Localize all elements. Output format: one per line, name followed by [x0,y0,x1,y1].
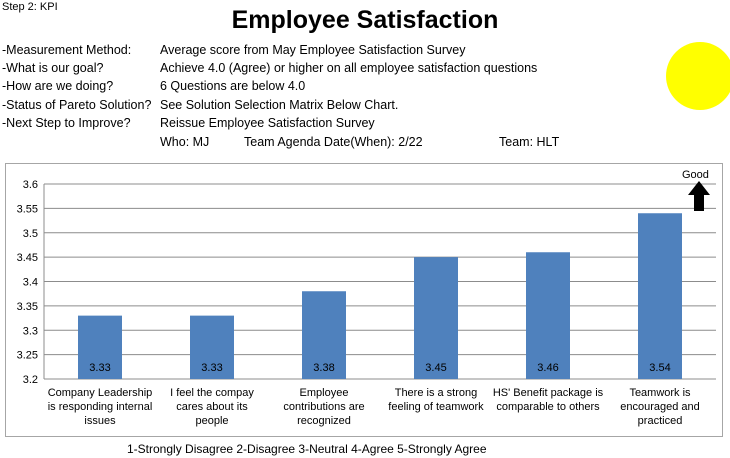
y-tick-label: 3.3 [23,325,38,337]
x-category-label: practiced [638,415,683,427]
x-category-label: Employee [300,387,349,399]
x-category-label: I feel the compay [170,387,254,399]
info-label: -Next Step to Improve? [2,116,131,130]
bar [190,315,234,379]
data-label: 3.38 [313,362,334,374]
bar [302,291,346,379]
info-value: 6 Questions are below 4.0 [160,79,306,93]
x-category-label: encouraged and [620,401,700,413]
scale-legend-note: 1-Strongly Disagree 2-Disagree 3-Neutral… [127,442,487,456]
y-tick-label: 3.4 [23,277,38,289]
page-title: Employee Satisfaction [231,6,499,34]
x-category-label: Company Leadership [48,387,153,399]
x-category-label: cares about its [176,401,248,413]
chart-area: 3.2 3.25 3.3 3.35 3.4 3.45 3.5 3.55 3.6 3.33 Compa… [5,163,723,437]
info-value: Achieve 4.0 (Agree) or higher on all emp… [160,61,538,75]
data-label: 3.33 [89,362,110,374]
y-tick-label: 3.2 [23,374,38,386]
status-indicator-dot [666,42,730,110]
x-category-label: comparable to others [496,401,600,413]
y-tick-label: 3.25 [17,350,38,362]
y-tick-label: 3.35 [17,301,38,313]
bar [414,257,458,379]
up-arrow-icon [688,181,710,211]
info-label: -How are we doing? [2,79,114,93]
step-label: Step 2: KPI [2,1,58,13]
info-value: See Solution Selection Matrix Below Char… [160,98,399,112]
x-category-label: contributions are [283,401,364,413]
x-category-label: people [195,415,228,427]
info-label: -Measurement Method: [2,43,132,57]
x-category-label: is responding internal [48,401,153,413]
info-value: Reissue Employee Satisfaction Survey [160,116,375,130]
data-label: 3.33 [201,362,222,374]
bar-chart: 3.2 3.25 3.3 3.35 3.4 3.45 3.5 3.55 3.6 3.33 Compa… [17,179,716,427]
x-category-label: There is a strong [395,387,478,399]
agenda-date-text: Team Agenda Date(When): 2/22 [244,135,423,149]
x-category-label: Teamwork is [629,387,691,399]
x-category-label: HS' Benefit package is [493,387,604,399]
bar [78,315,122,379]
x-category-label: recognized [297,415,351,427]
data-label: 3.45 [425,362,446,374]
team-text: Team: HLT [499,135,560,149]
bar [526,252,570,379]
bar [638,213,682,379]
good-label: Good [682,169,709,181]
y-tick-label: 3.55 [17,203,38,215]
info-value: Average score from May Employee Satisfac… [160,43,466,57]
x-category-label: issues [84,415,116,427]
y-tick-label: 3.6 [23,179,38,191]
info-label: -Status of Pareto Solution? [2,98,152,112]
x-category-label: feeling of teamwork [388,401,484,413]
who-text: Who: MJ [160,135,210,149]
data-label: 3.46 [537,362,558,374]
data-label: 3.54 [649,362,670,374]
y-tick-label: 3.5 [23,228,38,240]
y-tick-label: 3.45 [17,252,38,264]
info-label: -What is our goal? [2,61,104,75]
